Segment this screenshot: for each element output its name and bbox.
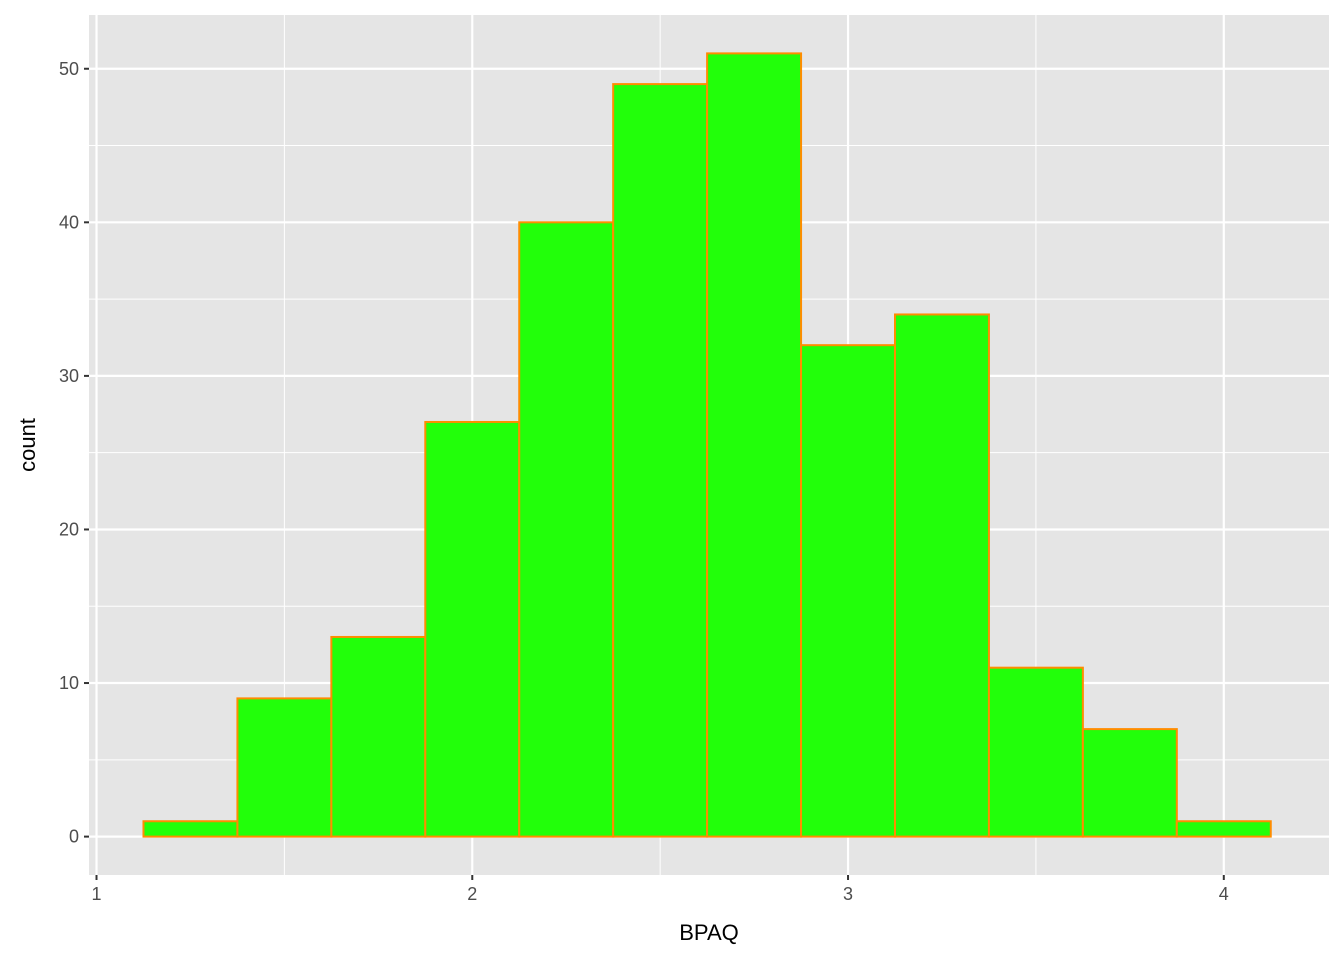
histogram-bar xyxy=(987,666,1084,838)
y-tick-label: 40 xyxy=(59,212,79,232)
histogram-bar xyxy=(424,420,521,838)
histogram-bar xyxy=(330,635,427,838)
y-tick-label: 10 xyxy=(59,673,79,693)
histogram-bar xyxy=(706,52,803,838)
histogram-bar xyxy=(518,221,615,838)
x-tick-label: 3 xyxy=(843,884,853,904)
y-tick-label: 20 xyxy=(59,519,79,539)
bars xyxy=(142,52,1272,838)
histogram-bar xyxy=(142,820,239,838)
histogram-bar xyxy=(612,83,709,838)
y-axis-label: count xyxy=(15,418,40,472)
x-tick-label: 1 xyxy=(92,884,102,904)
histogram-bar xyxy=(236,697,333,838)
histogram-bar xyxy=(800,344,896,838)
y-tick-label: 50 xyxy=(59,59,79,79)
histogram-bar xyxy=(894,313,990,838)
x-tick-label: 2 xyxy=(467,884,477,904)
histogram-bar xyxy=(1081,728,1178,838)
x-tick-label: 4 xyxy=(1219,884,1229,904)
y-tick-label: 0 xyxy=(69,827,79,847)
histogram-bar xyxy=(1175,820,1272,838)
y-tick-label: 30 xyxy=(59,366,79,386)
x-axis-label: BPAQ xyxy=(679,920,739,945)
